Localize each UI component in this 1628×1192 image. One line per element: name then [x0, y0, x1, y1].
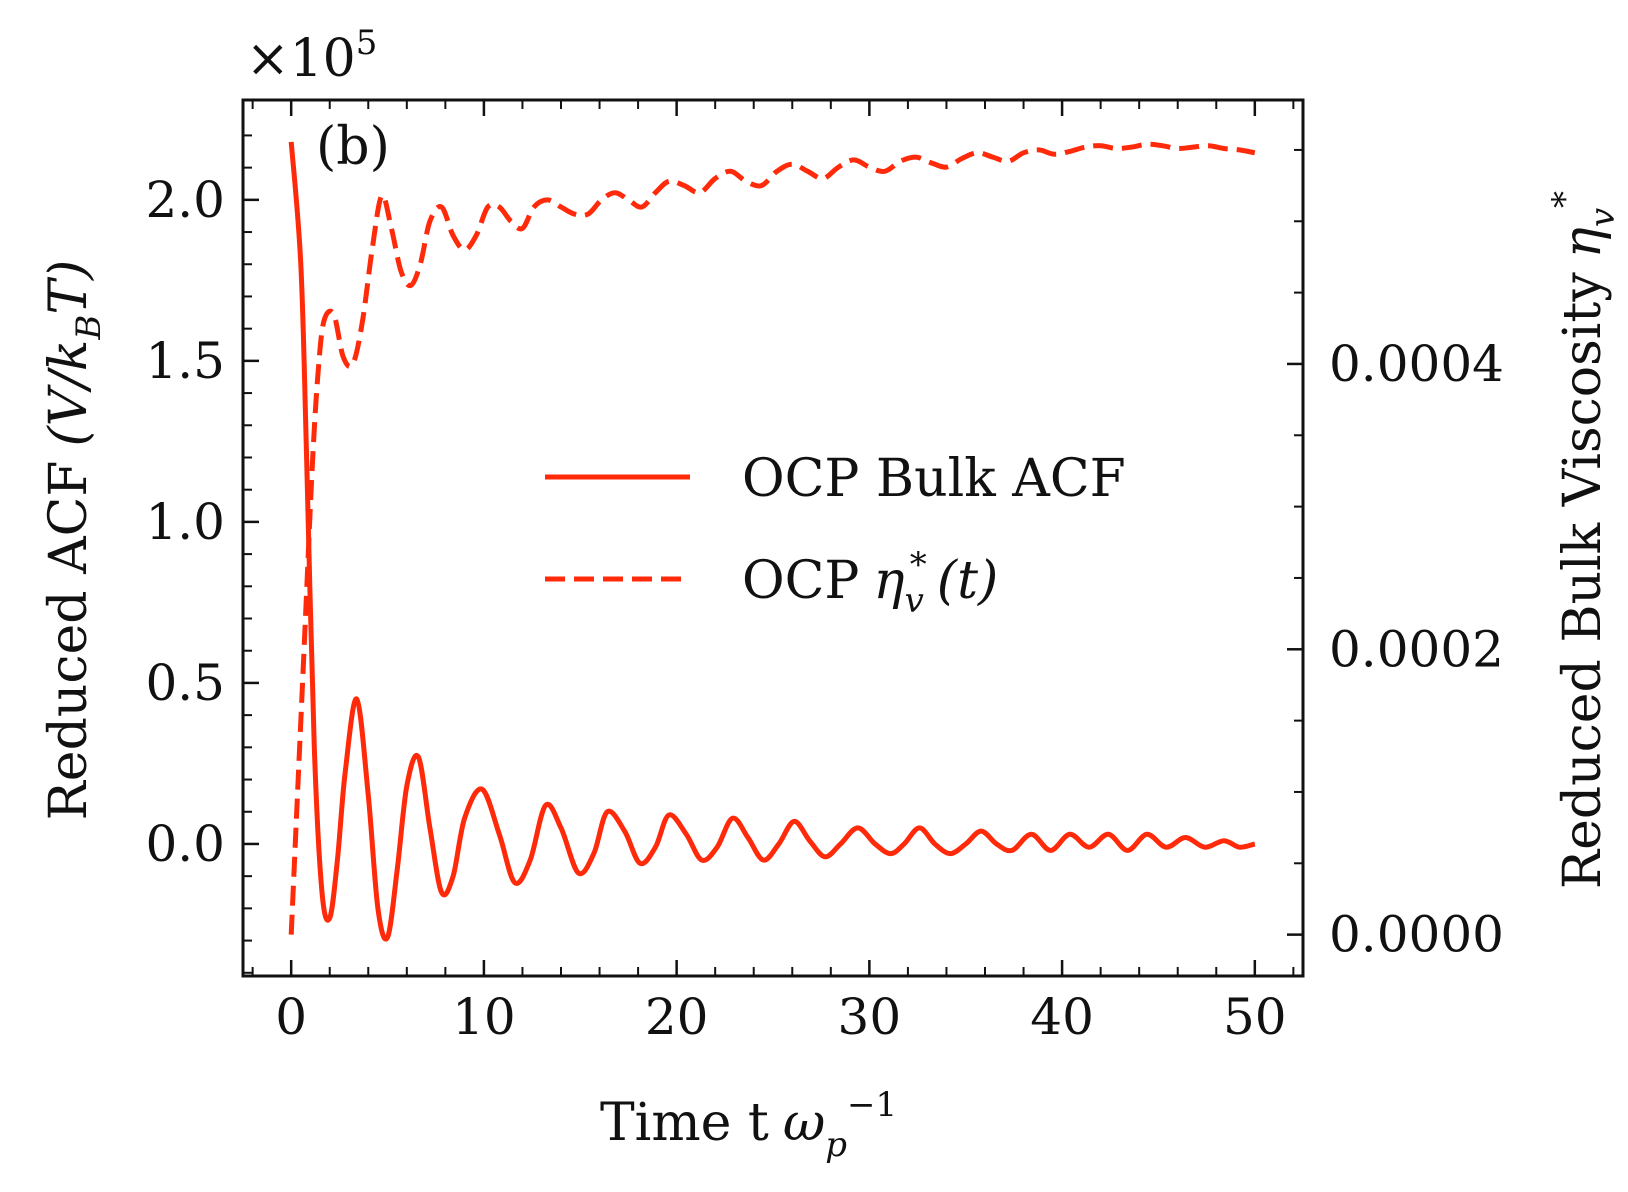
y-axis-right-title-text: Reduced Bulk Viscosity	[1553, 272, 1613, 889]
y-right-tick-label: 0.0000	[1329, 906, 1504, 964]
legend-label-acf: OCP Bulk ACF	[742, 449, 1126, 509]
ticks-layer: 0 10 20 30 40 50 0.0 0.5 1.0 1.5 2.0 0.0000 0.0002 0.…	[145, 100, 1504, 1046]
y-axis-right-title-symbol: η	[1553, 227, 1613, 258]
x-tick-label: 10	[452, 988, 516, 1046]
x-axis-title-text: Time t	[600, 1093, 769, 1153]
legend: OCP Bulk ACF OCP ηv* (t)	[545, 449, 1126, 621]
y-left-tick-label: 1.0	[145, 493, 225, 551]
y-left-tick-label: 2.0	[145, 171, 225, 229]
x-axis-title: Time t ωp−1	[600, 1085, 897, 1165]
x-tick-label: 20	[645, 988, 709, 1046]
y-axis-left-title-unit-end: T)	[39, 260, 99, 315]
y-axis-left-title-unit: (V/k	[39, 340, 99, 447]
y-right-tick-label: 0.0004	[1329, 335, 1504, 393]
legend-eta-subscript: v	[905, 581, 924, 621]
x-axis-title-superscript: −1	[847, 1085, 897, 1125]
x-axis-title-symbol: ω	[783, 1093, 825, 1153]
y-offset-exponent: 5	[356, 23, 378, 63]
x-tick-label: 0	[275, 988, 307, 1046]
series-line-bulk-acf	[288, 141, 1256, 942]
legend-eta-superscript: *	[910, 545, 927, 585]
series-layer	[288, 141, 1256, 942]
y-left-tick-label: 0.5	[145, 654, 225, 712]
y-axis-left-title-text: Reduced ACF	[39, 461, 99, 821]
legend-label-eta: OCP ηv* (t)	[742, 545, 998, 621]
y-offset-prefix: ×10	[246, 29, 356, 89]
plot-frame	[241, 98, 1305, 978]
y-offset-text: ×105	[246, 23, 377, 89]
x-axis-title-subscript: p	[825, 1125, 847, 1165]
x-tick-label: 30	[838, 988, 902, 1046]
legend-eta-symbol: η	[873, 551, 904, 611]
y-axis-right-title-subscript: v	[1583, 208, 1623, 227]
y-right-tick-label: 0.0002	[1329, 620, 1504, 678]
y-axis-right-title: Reduced Bulk Viscosity ηv*	[1545, 191, 1623, 889]
legend-eta-suffix: (t)	[937, 551, 998, 611]
y-axis-left-title-unit-sub: B	[69, 315, 109, 341]
panel-label: (b)	[316, 117, 390, 177]
legend-eta-prefix: OCP	[742, 551, 859, 611]
y-left-tick-label: 0.0	[145, 815, 225, 873]
y-axis-right-title-superscript: *	[1545, 191, 1585, 208]
x-tick-label: 40	[1030, 988, 1094, 1046]
series-line-bulk-viscosity	[288, 141, 1256, 935]
y-left-tick-label: 1.5	[145, 332, 225, 390]
x-tick-label: 50	[1223, 988, 1287, 1046]
y-axis-left-title: Reduced ACF (V/kBT)	[39, 260, 109, 821]
